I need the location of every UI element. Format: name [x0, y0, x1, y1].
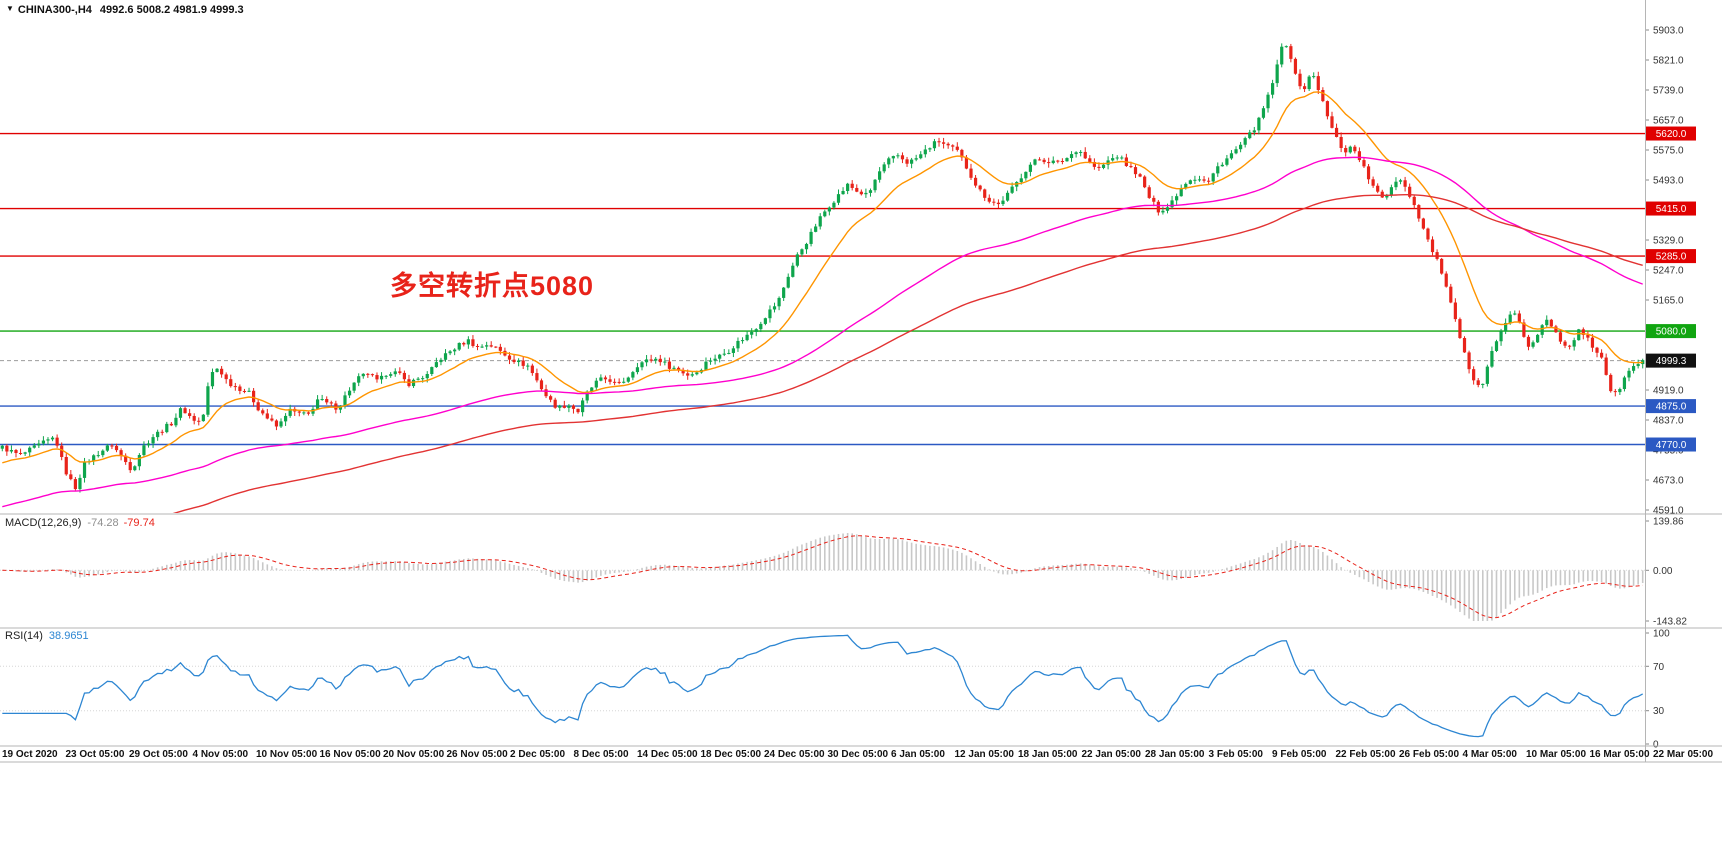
- svg-text:-143.82: -143.82: [1653, 617, 1687, 628]
- svg-text:100: 100: [1653, 629, 1670, 640]
- macd-indicator-label: MACD(12,26,9) -74.28 -79.74: [5, 517, 155, 529]
- svg-text:8 Dec 05:00: 8 Dec 05:00: [574, 749, 629, 760]
- svg-text:5657.0: 5657.0: [1653, 116, 1684, 127]
- svg-text:5247.0: 5247.0: [1653, 266, 1684, 277]
- svg-text:4875.0: 4875.0: [1656, 402, 1687, 413]
- svg-text:4919.0: 4919.0: [1653, 386, 1684, 397]
- symbol-ohlc-values: 4992.6 5008.2 4981.9 4999.3: [99, 4, 244, 16]
- svg-text:10 Nov 05:00: 10 Nov 05:00: [256, 749, 318, 760]
- macd-name: MACD(12,26,9): [5, 517, 82, 529]
- symbol-header: ▼ CHINA300-,H4 4992.6 5008.2 4981.9 4999.3: [6, 4, 244, 16]
- svg-text:4999.3: 4999.3: [1656, 356, 1687, 367]
- svg-text:5285.0: 5285.0: [1656, 252, 1687, 263]
- svg-text:19 Oct 2020: 19 Oct 2020: [2, 749, 58, 760]
- svg-text:22 Jan 05:00: 22 Jan 05:00: [1082, 749, 1142, 760]
- svg-text:5493.0: 5493.0: [1653, 176, 1684, 187]
- svg-text:10 Mar 05:00: 10 Mar 05:00: [1526, 749, 1586, 760]
- svg-text:5739.0: 5739.0: [1653, 86, 1684, 97]
- svg-text:4673.0: 4673.0: [1653, 476, 1684, 487]
- svg-text:0.00: 0.00: [1653, 566, 1673, 577]
- svg-text:29 Oct 05:00: 29 Oct 05:00: [129, 749, 188, 760]
- svg-text:16 Nov 05:00: 16 Nov 05:00: [320, 749, 382, 760]
- svg-text:16 Mar 05:00: 16 Mar 05:00: [1590, 749, 1650, 760]
- rsi-indicator-label: RSI(14) 38.9651: [5, 630, 89, 642]
- svg-text:139.86: 139.86: [1653, 517, 1684, 528]
- svg-text:5821.0: 5821.0: [1653, 56, 1684, 67]
- svg-text:18 Jan 05:00: 18 Jan 05:00: [1018, 749, 1078, 760]
- svg-text:4 Mar 05:00: 4 Mar 05:00: [1463, 749, 1518, 760]
- svg-text:5080.0: 5080.0: [1656, 327, 1687, 338]
- rsi-name: RSI(14): [5, 630, 43, 642]
- chart-annotation-text: 多空转折点5080: [390, 271, 595, 301]
- svg-text:5575.0: 5575.0: [1653, 146, 1684, 157]
- svg-text:5165.0: 5165.0: [1653, 296, 1684, 307]
- svg-text:4 Nov 05:00: 4 Nov 05:00: [193, 749, 249, 760]
- symbol-dropdown-icon[interactable]: ▼: [6, 4, 14, 13]
- svg-text:30 Dec 05:00: 30 Dec 05:00: [828, 749, 889, 760]
- svg-text:22 Feb 05:00: 22 Feb 05:00: [1336, 749, 1396, 760]
- svg-text:26 Feb 05:00: 26 Feb 05:00: [1399, 749, 1459, 760]
- svg-text:24 Dec 05:00: 24 Dec 05:00: [764, 749, 825, 760]
- svg-text:30: 30: [1653, 706, 1665, 717]
- svg-text:9 Feb 05:00: 9 Feb 05:00: [1272, 749, 1327, 760]
- svg-text:3 Feb 05:00: 3 Feb 05:00: [1209, 749, 1264, 760]
- svg-text:5620.0: 5620.0: [1656, 129, 1687, 140]
- svg-text:28 Jan 05:00: 28 Jan 05:00: [1145, 749, 1205, 760]
- svg-text:22 Mar 05:00: 22 Mar 05:00: [1653, 749, 1713, 760]
- svg-text:6 Jan 05:00: 6 Jan 05:00: [891, 749, 945, 760]
- svg-text:14 Dec 05:00: 14 Dec 05:00: [637, 749, 698, 760]
- svg-text:4837.0: 4837.0: [1653, 416, 1684, 427]
- svg-text:4591.0: 4591.0: [1653, 506, 1684, 517]
- svg-text:2 Dec 05:00: 2 Dec 05:00: [510, 749, 565, 760]
- svg-text:70: 70: [1653, 662, 1665, 673]
- macd-main-value: -74.28: [87, 517, 119, 529]
- svg-text:12 Jan 05:00: 12 Jan 05:00: [955, 749, 1015, 760]
- svg-text:26 Nov 05:00: 26 Nov 05:00: [447, 749, 509, 760]
- rsi-value: 38.9651: [48, 630, 89, 642]
- svg-text:5903.0: 5903.0: [1653, 26, 1684, 37]
- svg-text:20 Nov 05:00: 20 Nov 05:00: [383, 749, 445, 760]
- svg-text:4770.0: 4770.0: [1656, 440, 1687, 451]
- symbol-name: CHINA300-,H4: [17, 4, 92, 16]
- svg-text:5415.0: 5415.0: [1656, 204, 1687, 215]
- svg-text:18 Dec 05:00: 18 Dec 05:00: [701, 749, 762, 760]
- macd-signal-value: -79.74: [123, 517, 155, 529]
- svg-text:5329.0: 5329.0: [1653, 236, 1684, 247]
- svg-text:23 Oct 05:00: 23 Oct 05:00: [66, 749, 125, 760]
- svg-text:0: 0: [1653, 740, 1659, 751]
